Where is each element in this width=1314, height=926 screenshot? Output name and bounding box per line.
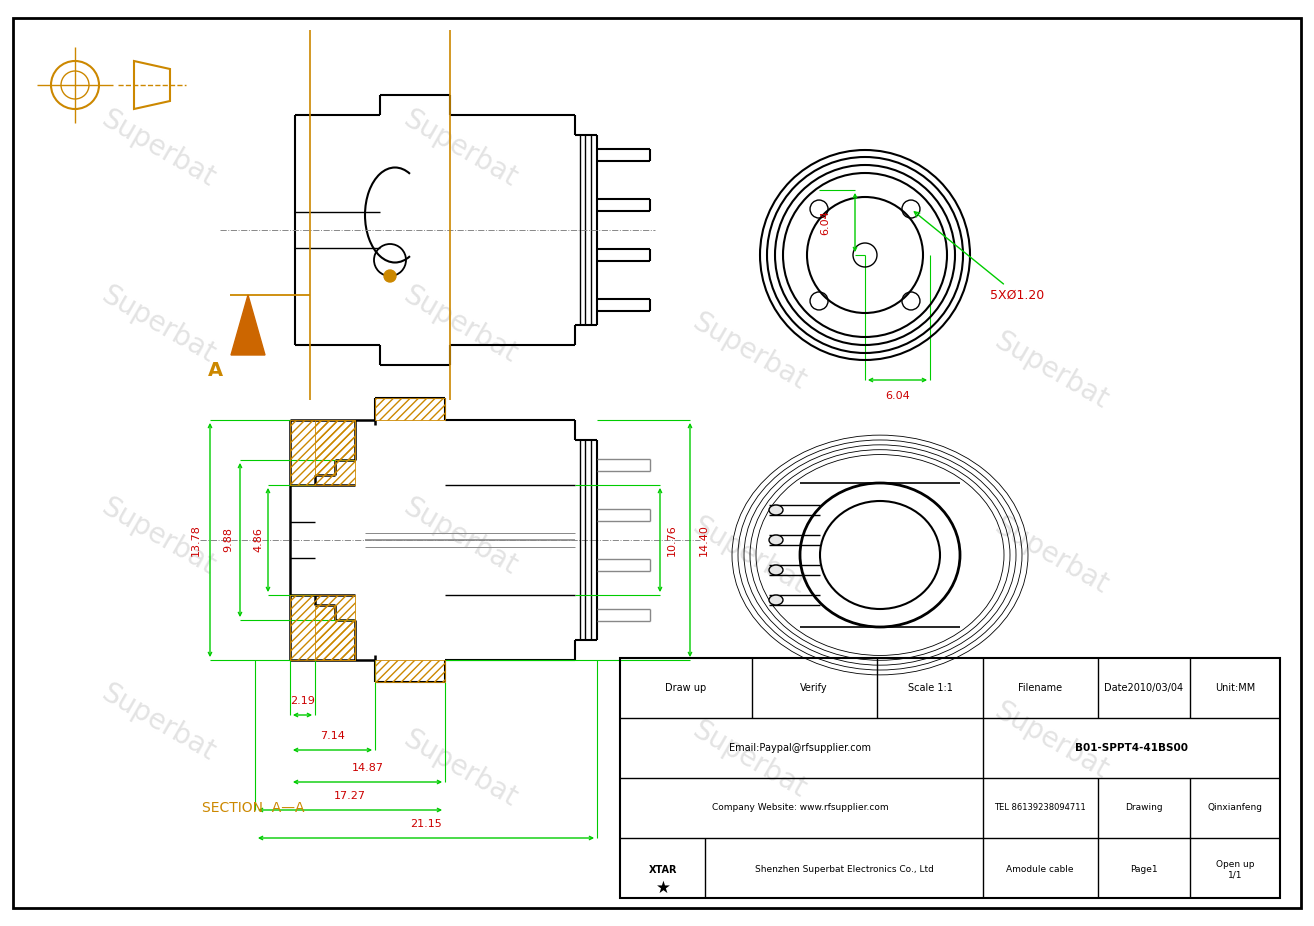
Text: Company Website: www.rfsupplier.com: Company Website: www.rfsupplier.com bbox=[712, 804, 888, 812]
Text: Superbat: Superbat bbox=[398, 281, 522, 368]
Text: 14.87: 14.87 bbox=[352, 763, 384, 773]
Text: TEL 86139238094711: TEL 86139238094711 bbox=[995, 804, 1085, 812]
Ellipse shape bbox=[769, 565, 783, 575]
Text: 9.88: 9.88 bbox=[223, 528, 233, 553]
Text: Superbat: Superbat bbox=[96, 281, 219, 368]
Text: Superbat: Superbat bbox=[96, 679, 219, 766]
Ellipse shape bbox=[769, 535, 783, 545]
Text: Superbat: Superbat bbox=[989, 327, 1113, 414]
Text: Date2010/03/04: Date2010/03/04 bbox=[1105, 683, 1184, 693]
Text: Email:Paypal@rfsupplier.com: Email:Paypal@rfsupplier.com bbox=[729, 743, 871, 753]
Ellipse shape bbox=[769, 595, 783, 605]
Text: 21.15: 21.15 bbox=[410, 819, 442, 829]
Text: 7.14: 7.14 bbox=[321, 731, 346, 741]
Text: XTAR: XTAR bbox=[649, 865, 677, 875]
Text: Superbat: Superbat bbox=[96, 494, 219, 581]
Text: Unit:MM: Unit:MM bbox=[1215, 683, 1255, 693]
Text: SECTION  A—A: SECTION A—A bbox=[202, 801, 305, 815]
Text: Shenzhen Superbat Electronics Co., Ltd: Shenzhen Superbat Electronics Co., Ltd bbox=[754, 866, 933, 874]
Text: Drawing: Drawing bbox=[1125, 804, 1163, 812]
Text: Amodule cable: Amodule cable bbox=[1007, 866, 1074, 874]
Text: Filename: Filename bbox=[1018, 683, 1062, 693]
Text: 10.76: 10.76 bbox=[668, 524, 677, 556]
Text: Page1: Page1 bbox=[1130, 866, 1158, 874]
Polygon shape bbox=[231, 295, 265, 355]
Text: Open up
1/1: Open up 1/1 bbox=[1215, 860, 1255, 880]
Text: 13.78: 13.78 bbox=[191, 524, 201, 556]
Text: Superbat: Superbat bbox=[96, 105, 219, 192]
Text: 5XØ1.20: 5XØ1.20 bbox=[915, 212, 1045, 302]
Text: 17.27: 17.27 bbox=[334, 791, 367, 801]
Text: ★: ★ bbox=[656, 879, 670, 897]
Text: Superbat: Superbat bbox=[398, 494, 522, 581]
Text: Superbat: Superbat bbox=[687, 716, 811, 803]
Text: B01-SPPT4-41BS00: B01-SPPT4-41BS00 bbox=[1075, 743, 1188, 753]
Text: 6.04: 6.04 bbox=[886, 391, 909, 401]
Text: A: A bbox=[208, 360, 222, 380]
Text: Superbat: Superbat bbox=[398, 105, 522, 192]
Text: Superbat: Superbat bbox=[687, 308, 811, 395]
Text: Superbat: Superbat bbox=[989, 697, 1113, 784]
Text: Scale 1:1: Scale 1:1 bbox=[908, 683, 953, 693]
Text: Draw up: Draw up bbox=[665, 683, 707, 693]
Text: 2.19: 2.19 bbox=[290, 696, 315, 706]
Text: Verify: Verify bbox=[800, 683, 828, 693]
Text: Superbat: Superbat bbox=[989, 512, 1113, 599]
Ellipse shape bbox=[769, 505, 783, 515]
Circle shape bbox=[384, 270, 396, 282]
Text: 4.86: 4.86 bbox=[254, 528, 263, 553]
Text: Qinxianfeng: Qinxianfeng bbox=[1208, 804, 1263, 812]
Text: Superbat: Superbat bbox=[398, 725, 522, 812]
Text: 14.40: 14.40 bbox=[699, 524, 710, 556]
Text: 6.04: 6.04 bbox=[820, 210, 830, 235]
Text: Superbat: Superbat bbox=[687, 512, 811, 599]
